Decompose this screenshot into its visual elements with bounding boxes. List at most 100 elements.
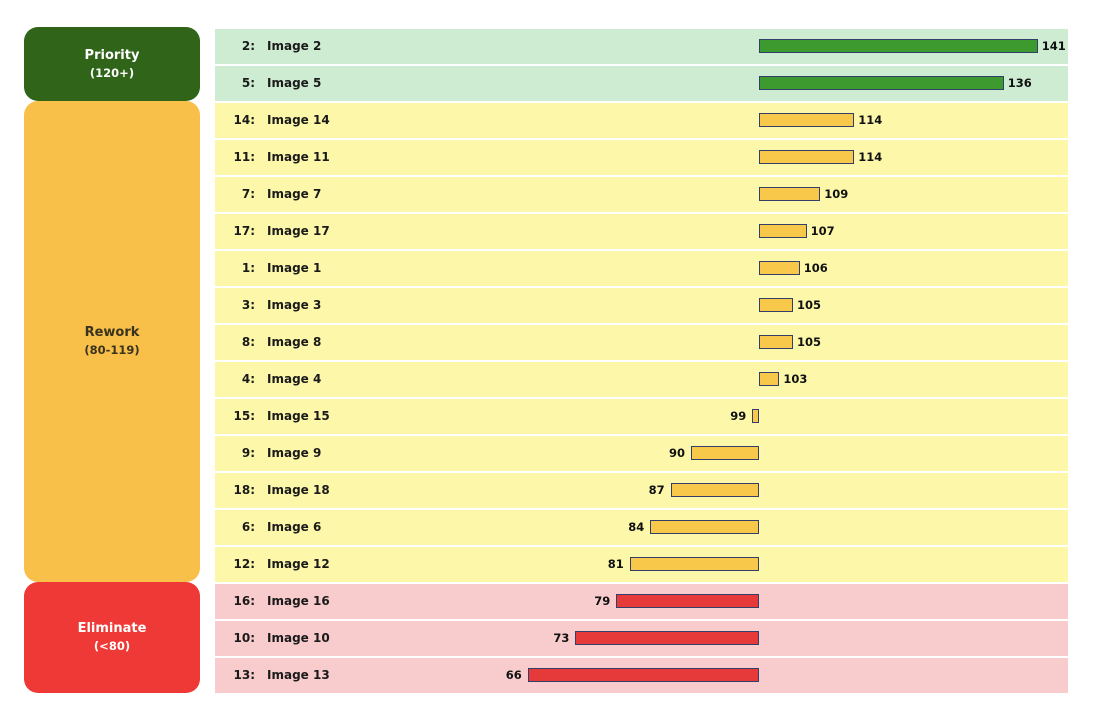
row-label: 2: Image 2 bbox=[215, 29, 321, 64]
row-name: Image 10 bbox=[267, 631, 330, 645]
row-name: Image 3 bbox=[267, 298, 322, 312]
table-row: 1: Image 1 106 bbox=[215, 251, 1068, 286]
group-rework-box: Rework (80-119) bbox=[24, 101, 200, 582]
row-label: 12: Image 12 bbox=[215, 547, 330, 582]
row-label: 10: Image 10 bbox=[215, 621, 330, 656]
row-rank: 3: bbox=[241, 298, 255, 312]
row-name: Image 11 bbox=[267, 150, 330, 164]
row-label: 13: Image 13 bbox=[215, 658, 330, 693]
row-rank: 9: bbox=[241, 446, 255, 460]
table-row: 16: Image 16 79 bbox=[215, 584, 1068, 619]
bar bbox=[759, 298, 793, 312]
group-range: (120+) bbox=[89, 65, 135, 80]
row-label: 9: Image 9 bbox=[215, 436, 321, 471]
data-label: 99 bbox=[730, 409, 747, 423]
bar bbox=[575, 631, 759, 645]
bar bbox=[759, 76, 1004, 90]
data-label: 114 bbox=[858, 113, 883, 127]
row-label: 16: Image 16 bbox=[215, 584, 330, 619]
group-priority-box: Priority (120+) bbox=[24, 27, 200, 101]
data-label: 105 bbox=[797, 335, 822, 349]
row-label: 7: Image 7 bbox=[215, 177, 321, 212]
data-label: 79 bbox=[594, 594, 611, 608]
group-range: (80-119) bbox=[84, 343, 140, 357]
row-rank: 14: bbox=[233, 113, 256, 127]
row-name: Image 15 bbox=[267, 409, 330, 423]
data-label: 141 bbox=[1041, 39, 1066, 53]
row-name: Image 8 bbox=[267, 335, 322, 349]
bar bbox=[670, 483, 759, 497]
bar bbox=[759, 187, 821, 201]
row-rank: 12: bbox=[233, 557, 256, 571]
bar bbox=[527, 668, 759, 682]
row-rank: 5: bbox=[241, 76, 255, 90]
data-label: 107 bbox=[810, 224, 835, 238]
table-row: 13: Image 13 66 bbox=[215, 658, 1068, 693]
table-row: 7: Image 7 109 bbox=[215, 177, 1068, 212]
bar bbox=[752, 409, 759, 423]
group-title: Rework bbox=[84, 325, 140, 340]
row-label: 18: Image 18 bbox=[215, 473, 330, 508]
table-row: 15: Image 15 99 bbox=[215, 399, 1068, 434]
row-rank: 1: bbox=[241, 261, 255, 275]
table-row: 12: Image 12 81 bbox=[215, 547, 1068, 582]
group-eliminate-box: Eliminate (<80) bbox=[24, 582, 200, 693]
row-rank: 6: bbox=[241, 520, 255, 534]
row-label: 11: Image 11 bbox=[215, 140, 330, 175]
data-label: 106 bbox=[803, 261, 828, 275]
data-label: 136 bbox=[1007, 76, 1032, 90]
row-name: Image 13 bbox=[267, 668, 330, 682]
row-label: 1: Image 1 bbox=[215, 251, 321, 286]
group-title: Eliminate bbox=[77, 621, 147, 636]
row-label: 14: Image 14 bbox=[215, 103, 330, 138]
table-row: 9: Image 9 90 bbox=[215, 436, 1068, 471]
row-label: 4: Image 4 bbox=[215, 362, 321, 397]
row-label: 5: Image 5 bbox=[215, 66, 321, 101]
table-row: 4: Image 4 103 bbox=[215, 362, 1068, 397]
data-label: 109 bbox=[824, 187, 849, 201]
group-title: Priority bbox=[84, 47, 140, 63]
row-label: 3: Image 3 bbox=[215, 288, 321, 323]
bar bbox=[759, 150, 855, 164]
data-label: 105 bbox=[797, 298, 822, 312]
table-row: 8: Image 8 105 bbox=[215, 325, 1068, 360]
row-rank: 16: bbox=[233, 594, 256, 608]
row-name: Image 9 bbox=[267, 446, 322, 460]
row-rank: 4: bbox=[241, 372, 255, 386]
row-label: 6: Image 6 bbox=[215, 510, 321, 545]
bar bbox=[759, 335, 793, 349]
data-label: 73 bbox=[553, 631, 570, 645]
row-name: Image 5 bbox=[267, 76, 322, 90]
bar bbox=[759, 261, 800, 275]
data-label: 66 bbox=[505, 668, 522, 682]
row-rank: 10: bbox=[233, 631, 256, 645]
data-label: 90 bbox=[668, 446, 685, 460]
row-name: Image 1 bbox=[267, 261, 322, 275]
data-label: 81 bbox=[607, 557, 624, 571]
row-rank: 11: bbox=[233, 150, 256, 164]
bar bbox=[629, 557, 759, 571]
data-label: 114 bbox=[858, 150, 883, 164]
row-rank: 18: bbox=[233, 483, 256, 497]
row-name: Image 2 bbox=[267, 39, 322, 53]
row-name: Image 18 bbox=[267, 483, 330, 497]
bar bbox=[759, 113, 855, 127]
table-row: 5: Image 5 136 bbox=[215, 66, 1068, 101]
table-row: 11: Image 11 114 bbox=[215, 140, 1068, 175]
row-name: Image 17 bbox=[267, 224, 330, 238]
row-label: 15: Image 15 bbox=[215, 399, 330, 434]
table-row: 3: Image 3 105 bbox=[215, 288, 1068, 323]
row-label: 8: Image 8 bbox=[215, 325, 321, 360]
group-range: (<80) bbox=[93, 639, 131, 653]
table-row: 17: Image 17 107 bbox=[215, 214, 1068, 249]
row-name: Image 12 bbox=[267, 557, 330, 571]
row-name: Image 16 bbox=[267, 594, 330, 608]
table-row: 2: Image 2 141 bbox=[215, 29, 1068, 64]
table-row: 6: Image 6 84 bbox=[215, 510, 1068, 545]
row-rank: 15: bbox=[233, 409, 256, 423]
bar bbox=[759, 39, 1038, 53]
data-label: 84 bbox=[628, 520, 645, 534]
row-name: Image 4 bbox=[267, 372, 322, 386]
row-rank: 8: bbox=[241, 335, 255, 349]
bar bbox=[616, 594, 759, 608]
